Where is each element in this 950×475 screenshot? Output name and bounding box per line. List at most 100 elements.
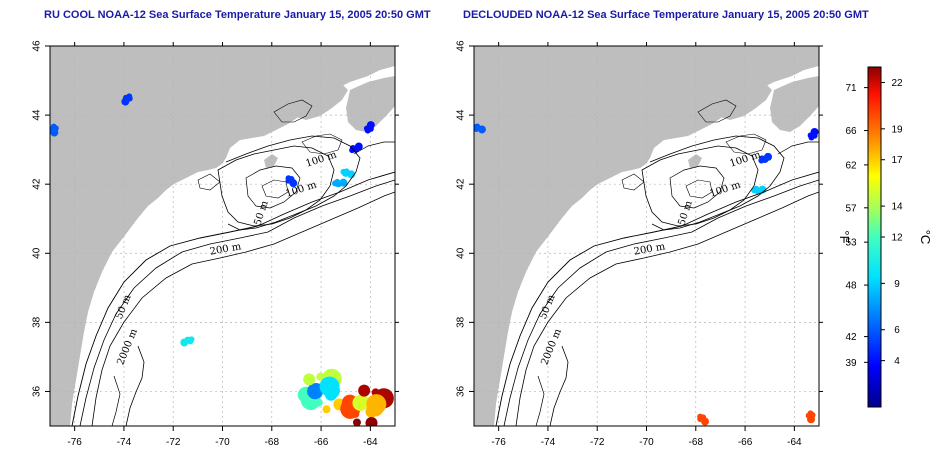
colorbar-label-c: 17 — [891, 155, 903, 166]
sst-patch — [697, 413, 709, 426]
sst-patch — [332, 178, 348, 188]
sst-pixel — [764, 152, 773, 161]
colorbar-label-c: 22 — [891, 78, 903, 89]
sst-patch — [285, 175, 298, 188]
sst-pixel — [343, 168, 350, 175]
sst-pixel — [50, 126, 54, 131]
colorbar-label-c: 14 — [891, 202, 903, 213]
colorbar: 22 19 17 14 12 9 6 4 71 66 62 57 53 48 42 39 °F °C — [837, 66, 933, 408]
y-tick-label: 40 — [456, 247, 467, 259]
y-tick-label: 44 — [32, 109, 43, 121]
x-tick-label: -74 — [541, 437, 556, 448]
sst-patch — [349, 142, 363, 154]
sst-pixel — [322, 405, 331, 414]
sst-pixel — [366, 394, 387, 415]
sst-pixel — [288, 175, 295, 182]
sst-pixel — [474, 123, 481, 130]
x-tick-label: -64 — [787, 437, 802, 448]
panel-title-right: DECLOUDED NOAA-12 Sea Surface Temperatur… — [463, 9, 869, 21]
sst-pixel — [334, 178, 341, 185]
colorbar-label-c: 19 — [891, 124, 903, 135]
fahrenheit-unit-label: °F — [837, 230, 852, 243]
y-tick-label: 40 — [32, 247, 43, 259]
sst-pixel — [700, 414, 707, 421]
colorbar-label-c: 12 — [891, 233, 903, 244]
x-tick-label: -66 — [738, 437, 753, 448]
y-tick-label: 38 — [32, 316, 43, 328]
sst-pixel — [807, 132, 814, 139]
sst-pixel — [349, 145, 356, 152]
x-tick-label: -76 — [67, 437, 82, 448]
celsius-unit-label: °C — [918, 230, 933, 245]
sst-pixel — [351, 409, 360, 418]
sst-patch — [50, 123, 59, 137]
sst-pixel — [126, 95, 133, 102]
sst-pixel — [316, 372, 325, 381]
y-tick-label: 36 — [456, 385, 467, 397]
sst-pixel — [363, 125, 370, 132]
sst-pixel — [809, 412, 816, 419]
y-tick-label: 46 — [32, 40, 43, 52]
sst-pixel — [52, 125, 59, 132]
sst-pixel — [759, 155, 766, 162]
colorbar-label-f: 57 — [845, 203, 857, 214]
x-tick-label: -72 — [166, 437, 181, 448]
sst-pixel — [358, 384, 371, 397]
x-tick-label: -76 — [491, 437, 506, 448]
y-tick-label: 44 — [456, 109, 467, 121]
y-tick-label: 42 — [456, 178, 467, 190]
sst-pixel — [307, 383, 324, 400]
sst-patch — [297, 368, 346, 414]
x-tick-label: -68 — [689, 437, 704, 448]
y-tick-label: 38 — [456, 316, 467, 328]
sst-pixel — [812, 134, 817, 139]
y-tick-label: 46 — [456, 40, 467, 52]
x-tick-label: -74 — [117, 437, 132, 448]
colorbar-label-c: 9 — [894, 279, 900, 290]
sst-pixel — [352, 418, 361, 426]
sst-pixel — [339, 178, 348, 187]
sst-pixel — [314, 398, 323, 407]
sst-pixel — [354, 142, 363, 151]
colorbar-label-f: 42 — [845, 332, 857, 343]
x-tick-label: -68 — [265, 437, 280, 448]
colorbar-label-f: 48 — [845, 281, 857, 292]
x-tick-label: -66 — [314, 437, 329, 448]
sst-pixel — [369, 127, 374, 132]
sst-patch — [758, 152, 773, 164]
sst-pixel — [805, 413, 810, 418]
sst-pixel — [352, 394, 369, 411]
y-tick-label: 36 — [32, 385, 43, 397]
sst-patch — [340, 384, 394, 426]
sst-pixel — [123, 94, 128, 99]
x-tick-label: -70 — [215, 437, 230, 448]
x-tick-label: -70 — [639, 437, 654, 448]
colorbar-label-f: 71 — [845, 83, 857, 94]
sst-pixel — [319, 376, 340, 397]
sst-patch — [121, 93, 133, 106]
sst-pixel — [187, 338, 194, 345]
colorbar-gradient — [867, 66, 882, 408]
sst-pixel — [753, 185, 760, 192]
sst-pixel — [180, 338, 189, 347]
sst-patch — [363, 121, 375, 134]
colorbar-label-f: 39 — [845, 358, 857, 369]
colorbar-label-f: 53 — [845, 238, 857, 249]
sst-patch — [805, 410, 816, 424]
sst-patch — [474, 123, 486, 134]
colorbar-label-c: 4 — [894, 356, 900, 367]
sst-patch — [180, 336, 195, 347]
x-tick-label: -72 — [590, 437, 605, 448]
panel-title-left: RU COOL NOAA-12 Sea Surface Temperature … — [44, 9, 431, 21]
sst-pixel — [697, 417, 702, 422]
colorbar-label-f: 62 — [845, 160, 857, 171]
sst-pixel — [303, 373, 316, 386]
colorbar-label-c: 6 — [894, 325, 900, 336]
colorbar-label-f: 66 — [845, 126, 857, 137]
x-tick-label: -64 — [363, 437, 378, 448]
